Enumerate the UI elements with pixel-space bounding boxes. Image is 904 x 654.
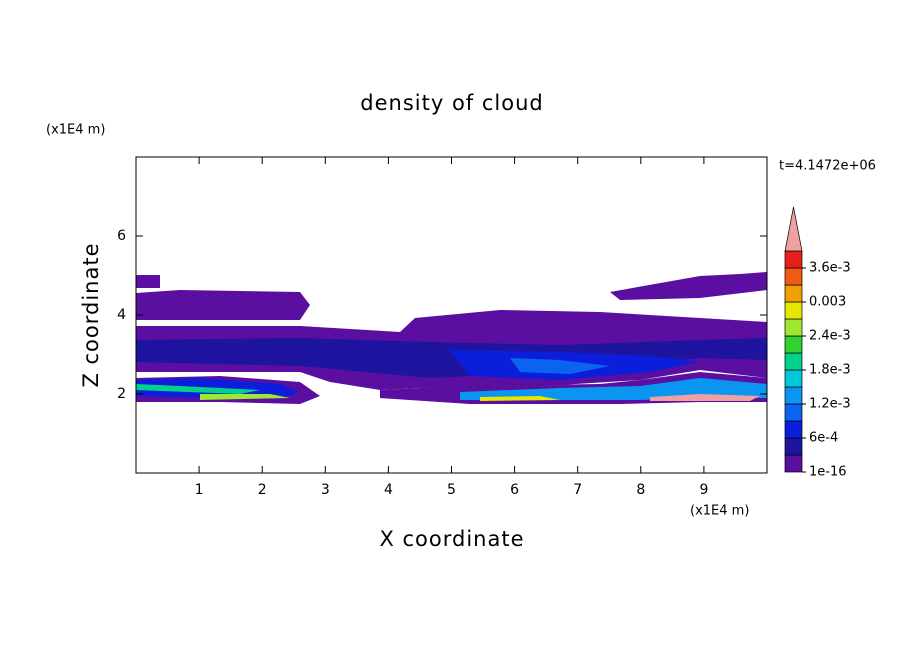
colorbar-extension <box>784 206 803 252</box>
colorbar-tick-label: 2.4e-3 <box>809 329 851 344</box>
x-tick-label: 2 <box>258 482 267 498</box>
contour-region <box>136 290 310 320</box>
x-tick-label: 5 <box>447 482 456 498</box>
contour-region <box>136 338 767 378</box>
colorbar-box <box>784 352 803 371</box>
contour-region <box>610 272 767 300</box>
colorbar-box <box>784 250 803 269</box>
contour-region <box>650 394 760 401</box>
y-unit: (x1E4 m) <box>46 123 105 138</box>
x-unit: (x1E4 m) <box>690 504 749 519</box>
contour-region <box>460 378 767 400</box>
colorbar-box <box>784 454 803 473</box>
colorbar-box <box>784 267 803 286</box>
colorbar-box <box>784 284 803 303</box>
contour-region <box>200 394 290 400</box>
x-tick-label: 4 <box>384 482 393 498</box>
colorbar-tick-label: 0.003 <box>809 295 846 310</box>
contour-field <box>136 272 767 404</box>
colorbar-tick-label: 1.8e-3 <box>809 363 851 378</box>
colorbar-tick-label: 1.2e-3 <box>809 397 851 412</box>
time-annotation: t=4.1472e+06 <box>779 159 876 174</box>
colorbar-tick-label: 6e-4 <box>809 431 838 446</box>
x-tick-label: 6 <box>510 482 519 498</box>
colorbar-tick-label: 3.6e-3 <box>809 261 851 276</box>
colorbar-box <box>784 335 803 354</box>
contour-region <box>136 275 160 288</box>
y-tick-label: 2 <box>117 386 126 402</box>
x-tick-label: 8 <box>636 482 645 498</box>
x-tick-label: 1 <box>195 482 204 498</box>
colorbar-box <box>784 386 803 405</box>
x-tick-label: 9 <box>699 482 708 498</box>
chart-title: density of cloud <box>360 91 543 115</box>
colorbar-tick-label: 1e-16 <box>809 465 847 480</box>
contour-region <box>136 384 260 394</box>
colorbar-box <box>784 403 803 422</box>
colorbar-box <box>784 437 803 456</box>
x-tick-label: 3 <box>321 482 330 498</box>
y-tick-label: 4 <box>117 307 126 323</box>
y-tick-label: 6 <box>117 228 126 244</box>
colorbar-box <box>784 318 803 337</box>
contour-region <box>510 358 610 374</box>
colorbar-box <box>784 369 803 388</box>
x-tick-label: 7 <box>573 482 582 498</box>
x-axis-label: X coordinate <box>379 527 524 551</box>
colorbar-box <box>784 301 803 320</box>
y-axis-label: Z coordinate <box>79 242 103 387</box>
contour-region <box>480 396 560 401</box>
colorbar-box <box>784 420 803 439</box>
